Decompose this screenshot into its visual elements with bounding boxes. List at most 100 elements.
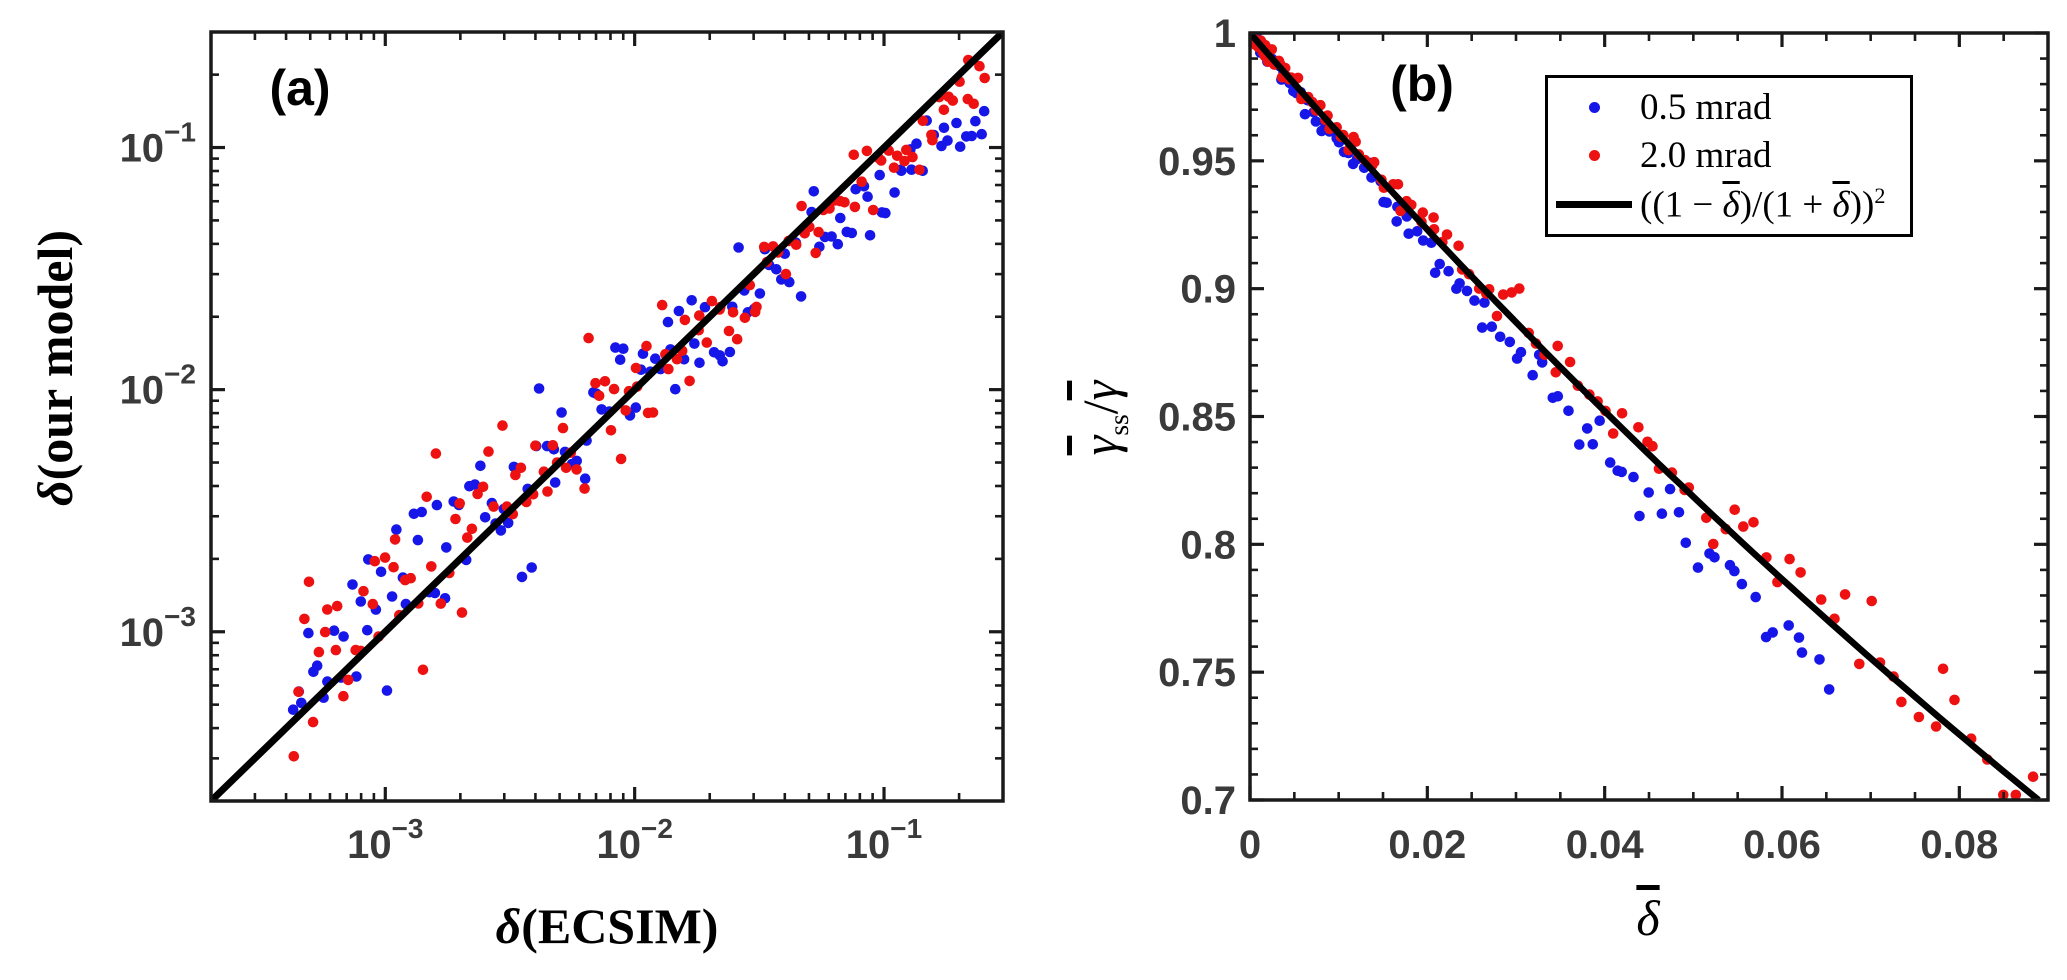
data-point — [557, 422, 569, 434]
data-point — [832, 238, 844, 250]
panel-b-y-axis-title: γss/γ — [1072, 380, 1134, 456]
legend-entry-curve: ((1 − δ)/(1 + δ))2 — [1548, 183, 1910, 226]
data-point — [906, 164, 917, 175]
data-point — [875, 155, 887, 166]
data-point — [417, 664, 429, 676]
data-point — [533, 383, 545, 394]
data-point — [1515, 346, 1527, 358]
data-point — [615, 453, 627, 465]
data-point — [307, 716, 319, 728]
legend-label: 0.5 mrad — [1640, 86, 1772, 128]
data-point — [826, 231, 837, 242]
gamma-bar-symbol: γ — [1072, 435, 1128, 456]
data-point — [731, 333, 743, 345]
data-point — [620, 405, 631, 416]
data-point — [954, 141, 966, 152]
data-point — [1823, 684, 1835, 695]
data-point — [1403, 228, 1414, 239]
data-point — [1434, 258, 1445, 270]
data-point — [671, 353, 683, 365]
data-point — [1486, 321, 1498, 333]
data-point — [319, 626, 331, 638]
data-point — [1664, 483, 1676, 495]
data-point — [542, 486, 553, 497]
data-point — [1581, 423, 1593, 434]
data-point — [1930, 721, 1942, 732]
data-point — [813, 226, 824, 238]
panel-b-x-tick-label: 0.06 — [1743, 823, 1821, 867]
data-point — [515, 462, 527, 474]
data-point — [850, 183, 861, 195]
data-point — [1738, 521, 1749, 532]
data-point — [1587, 439, 1599, 450]
data-point — [450, 513, 461, 525]
data-point — [914, 164, 925, 176]
data-point — [1633, 422, 1644, 433]
data-point — [727, 307, 739, 318]
data-point — [338, 631, 349, 642]
data-point — [856, 176, 867, 187]
data-point — [389, 534, 401, 545]
data-point — [670, 383, 681, 395]
data-point — [1616, 408, 1628, 419]
data-point — [1504, 336, 1516, 348]
panel-a-x-tick-label: 10−1 — [846, 813, 922, 867]
data-point — [1736, 578, 1748, 590]
data-point — [656, 299, 668, 311]
data-point — [547, 440, 559, 451]
data-point — [331, 600, 343, 612]
data-point — [1692, 562, 1704, 573]
data-point — [751, 301, 762, 313]
data-point — [864, 230, 876, 241]
data-point — [874, 169, 885, 181]
data-point — [1673, 507, 1685, 518]
data-point — [405, 572, 417, 584]
data-point — [426, 561, 437, 572]
data-point — [1429, 267, 1441, 279]
data-point — [1783, 620, 1794, 631]
data-point — [1391, 216, 1402, 227]
data-point — [663, 363, 674, 375]
data-point — [1643, 487, 1654, 498]
data-point — [888, 162, 900, 173]
data-point — [1815, 594, 1827, 605]
data-point — [780, 268, 792, 280]
data-point — [375, 566, 387, 578]
data-point — [947, 95, 959, 106]
data-point — [516, 571, 528, 583]
legend-line-icon — [1556, 201, 1632, 209]
data-point — [1552, 391, 1564, 402]
data-point — [412, 534, 424, 546]
data-point — [1767, 627, 1778, 638]
data-point — [1552, 340, 1563, 352]
data-point — [483, 446, 494, 457]
data-point — [694, 310, 705, 321]
data-point — [758, 241, 770, 253]
legend: 0.5 mrad 2.0 mrad ((1 − δ)/(1 + δ))2 — [1545, 75, 1913, 237]
data-point — [477, 481, 489, 493]
data-point — [1708, 538, 1719, 550]
data-point — [362, 624, 373, 636]
data-point — [862, 191, 873, 202]
data-point — [1784, 553, 1795, 565]
data-point — [469, 479, 481, 490]
data-point — [1814, 654, 1825, 665]
data-point — [495, 525, 507, 536]
data-point — [369, 555, 381, 567]
data-point — [1494, 331, 1506, 343]
data-point — [927, 134, 938, 146]
data-point — [795, 291, 807, 302]
data-point — [466, 523, 478, 535]
data-point — [907, 151, 918, 163]
data-point — [1949, 694, 1960, 706]
data-point — [347, 579, 358, 590]
data-point — [1750, 591, 1761, 603]
data-point — [1839, 589, 1851, 600]
data-point — [784, 276, 795, 288]
data-point — [530, 440, 541, 452]
data-point — [1795, 567, 1806, 578]
data-point — [330, 644, 342, 656]
data-point — [1656, 508, 1668, 519]
data-point — [911, 138, 922, 149]
data-point — [966, 130, 977, 142]
